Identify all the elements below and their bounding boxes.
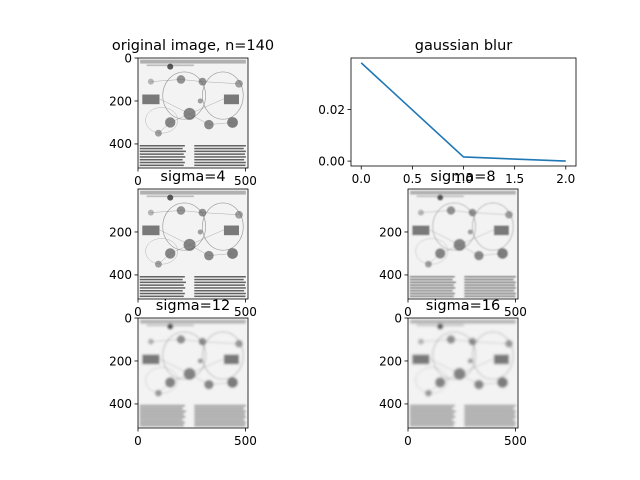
subplot-title: sigma=4 bbox=[160, 169, 225, 185]
subplot-title: sigma=16 bbox=[426, 298, 500, 314]
x-tick-label: 1.5 bbox=[505, 172, 524, 186]
x-tick-label: 0.5 bbox=[403, 172, 422, 186]
image-panel bbox=[138, 58, 248, 168]
y-tick-label: 400 bbox=[109, 137, 132, 151]
y-tick-label: 200 bbox=[109, 354, 132, 368]
y-tick-label: 200 bbox=[109, 225, 132, 239]
x-tick-label: 1.0 bbox=[454, 172, 473, 186]
y-tick-label: 200 bbox=[379, 354, 402, 368]
subplot-3: 0 500 200 400 sigma=8 bbox=[379, 169, 527, 319]
x-tick-label: 0 bbox=[404, 305, 412, 319]
axes-frame bbox=[137, 317, 249, 429]
x-tick-label: 0 bbox=[134, 434, 142, 448]
axes-frame bbox=[137, 57, 249, 169]
subplot-title: sigma=12 bbox=[156, 298, 230, 314]
subplot-5: 0 500 0 200 400 sigma=16 bbox=[379, 298, 527, 448]
image-panel bbox=[138, 318, 248, 428]
y-tick-label: 400 bbox=[379, 397, 402, 411]
axes-frame bbox=[137, 188, 249, 300]
x-tick-label: 0 bbox=[134, 305, 142, 319]
y-tick-label: 400 bbox=[109, 268, 132, 282]
y-tick-label: 400 bbox=[379, 268, 402, 282]
x-tick-label: 500 bbox=[504, 434, 527, 448]
axes-frame bbox=[407, 188, 519, 300]
x-tick-label: 500 bbox=[234, 434, 257, 448]
subplot-0: 0 500 0 200 400 original image, n=140 bbox=[109, 38, 274, 188]
subplot-1: 0.0 0.5 1.0 1.5 2.0 0.00 0.02 gaussian blur bbox=[318, 38, 577, 186]
x-tick-label: 0 bbox=[134, 174, 142, 188]
subplot-4: 0 500 0 200 400 sigma=12 bbox=[109, 298, 257, 448]
image-panel bbox=[138, 189, 248, 299]
y-tick-label: 200 bbox=[379, 225, 402, 239]
x-tick-label: 500 bbox=[504, 305, 527, 319]
y-tick-label: 0 bbox=[394, 311, 402, 325]
y-tick-label: 0 bbox=[124, 51, 132, 65]
subplot-title: gaussian blur bbox=[415, 38, 513, 54]
subplot-2: 0 500 200 400 sigma=4 bbox=[109, 169, 257, 319]
image-panel bbox=[408, 189, 518, 299]
axes-frame bbox=[350, 57, 577, 167]
x-tick-label: 2.0 bbox=[556, 172, 575, 186]
series-line bbox=[360, 62, 566, 162]
subplot-title: original image, n=140 bbox=[112, 38, 274, 54]
y-tick-label: 200 bbox=[109, 94, 132, 108]
x-tick-label: 0 bbox=[404, 434, 412, 448]
x-tick-label: 0.0 bbox=[352, 172, 371, 186]
y-tick-label: 0.00 bbox=[318, 154, 345, 168]
x-tick-label: 500 bbox=[234, 174, 257, 188]
x-tick-label: 500 bbox=[234, 305, 257, 319]
subplot-title: sigma=8 bbox=[430, 169, 495, 185]
axes-frame bbox=[407, 317, 519, 429]
y-tick-label: 400 bbox=[109, 397, 132, 411]
y-tick-label: 0.02 bbox=[318, 103, 345, 117]
y-tick-label: 0 bbox=[124, 311, 132, 325]
image-panel bbox=[408, 318, 518, 428]
